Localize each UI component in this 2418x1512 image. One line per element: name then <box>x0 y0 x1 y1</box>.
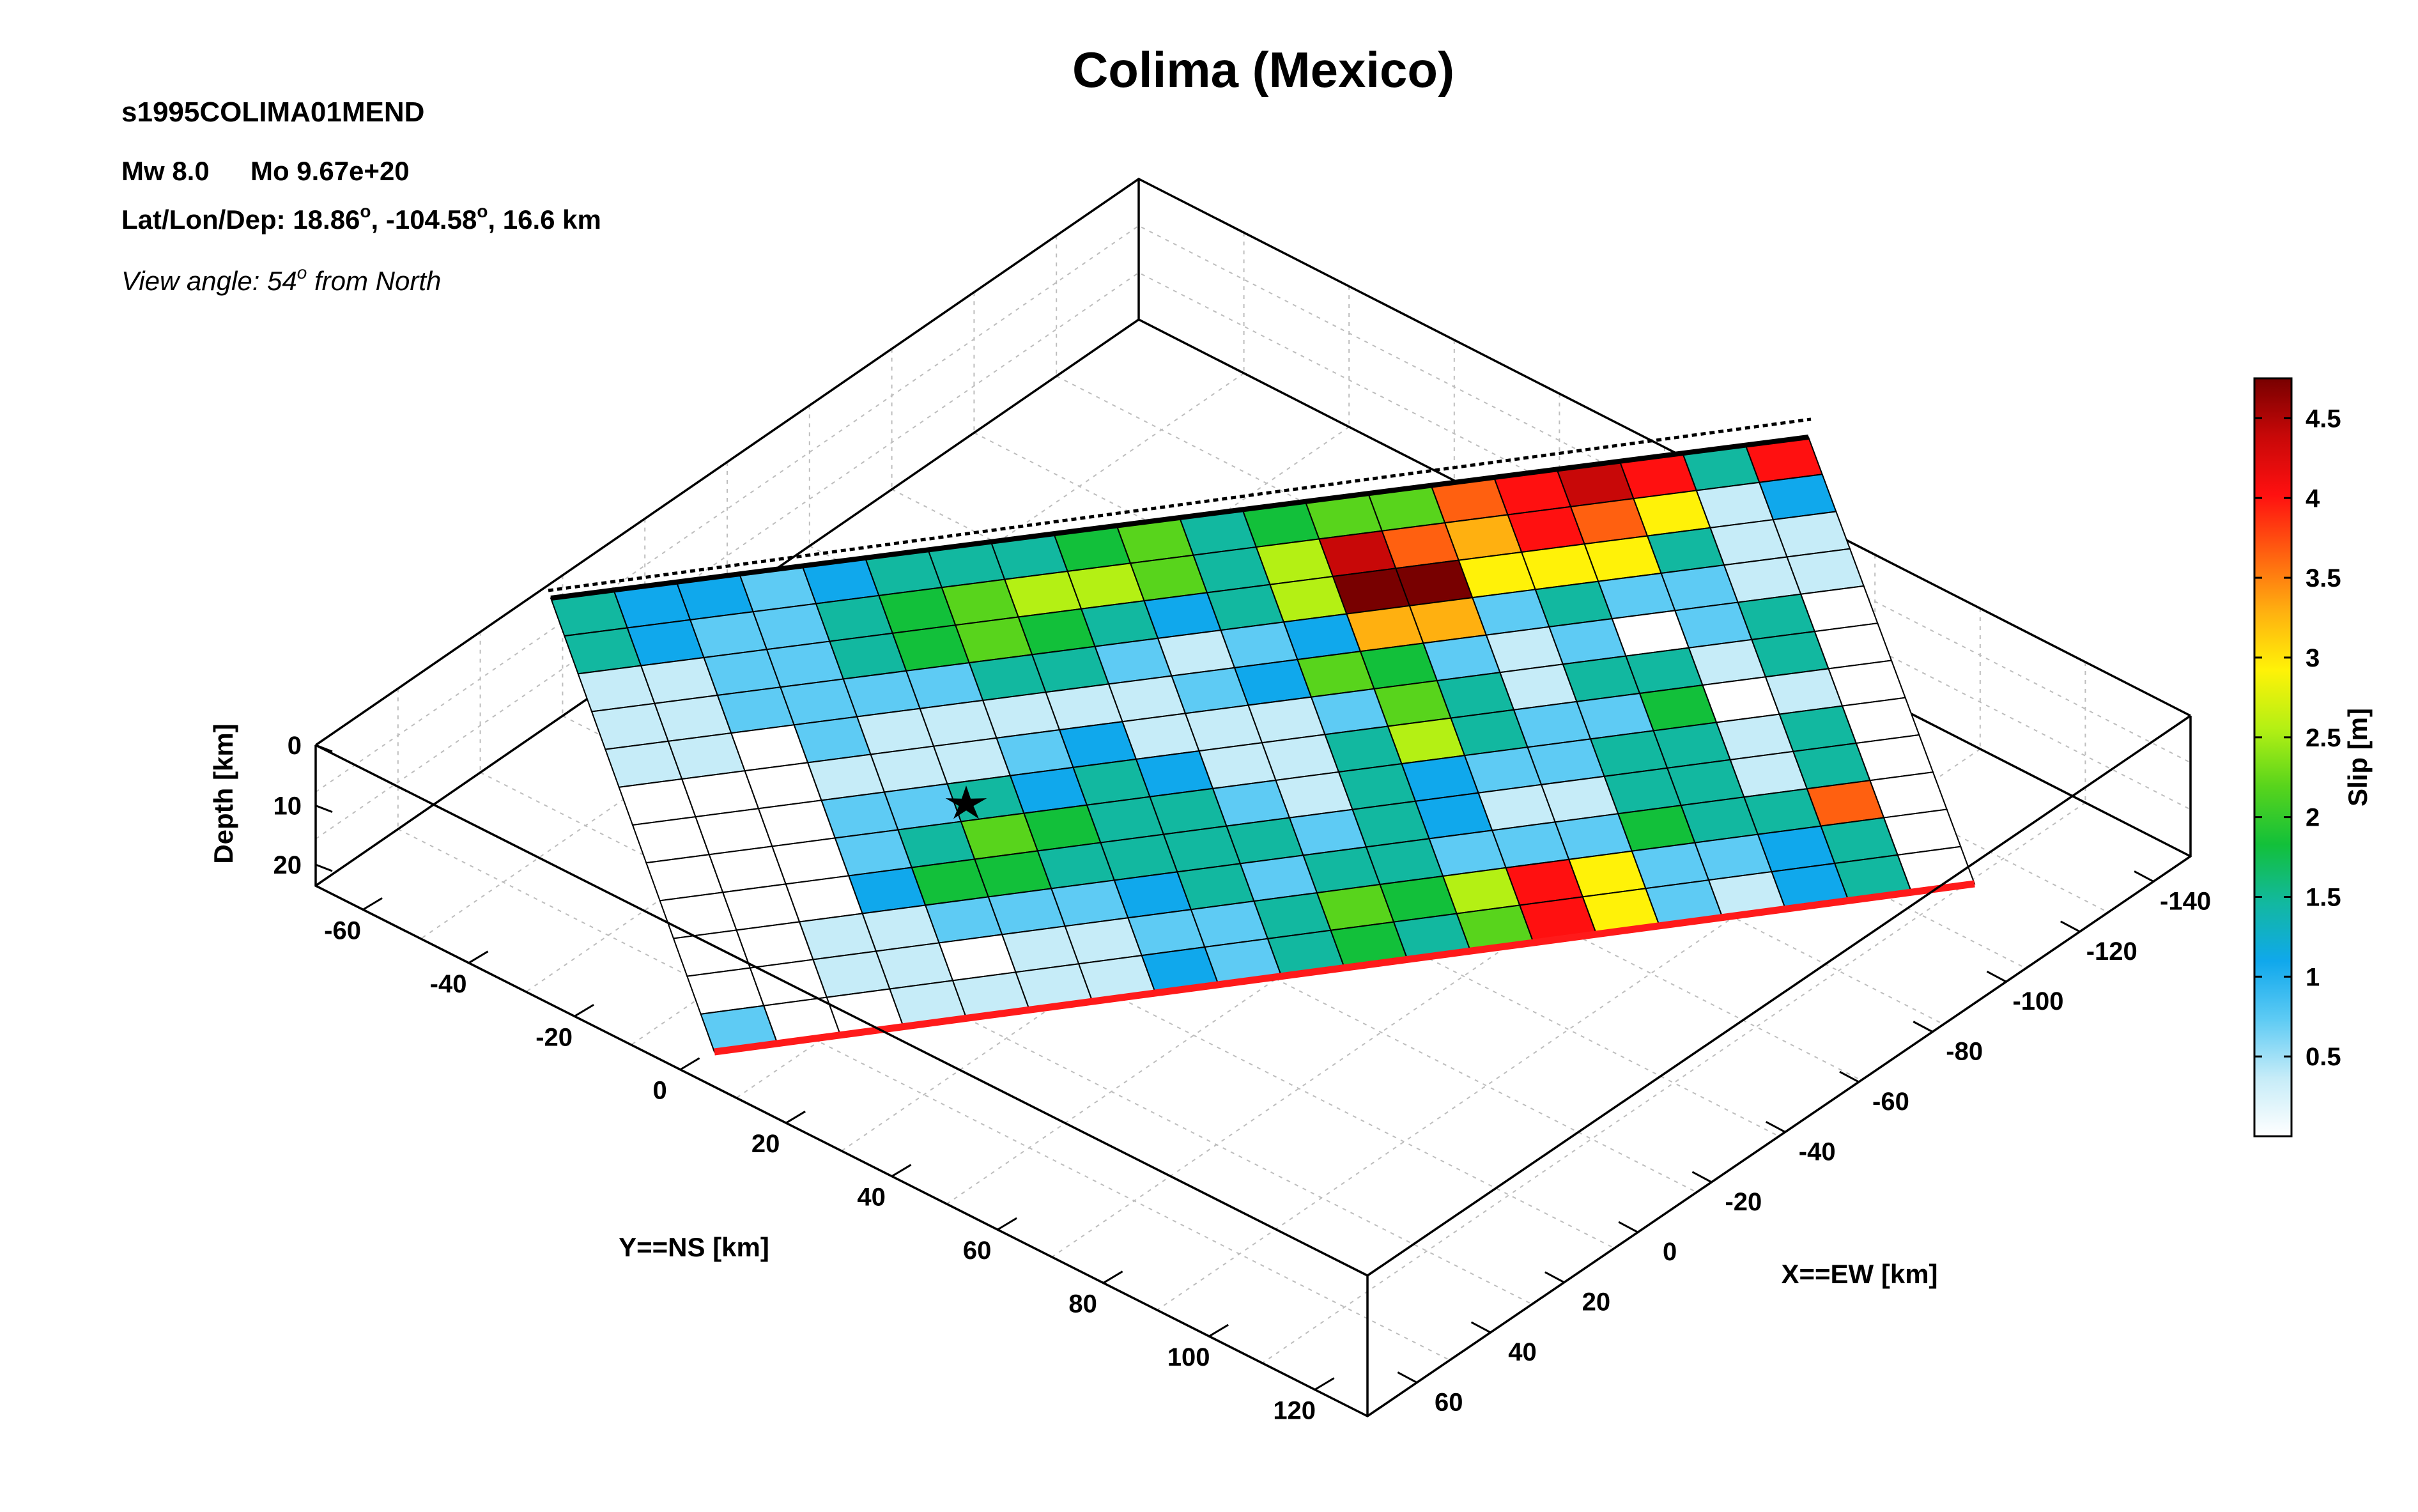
colorbar-tick-label: 3 <box>2306 644 2320 672</box>
z-tick-label: 10 <box>273 792 302 821</box>
x-tick-mark <box>1913 1021 1933 1033</box>
fault-edges <box>548 417 1975 1056</box>
x-tick-label: 0 <box>1663 1238 1677 1266</box>
y-tick-label: -40 <box>430 970 467 998</box>
axes-box-front <box>314 714 2192 1418</box>
y-tick-mark <box>785 1110 806 1124</box>
y-tick-mark <box>891 1164 912 1177</box>
hypocenter-star-icon <box>945 785 987 819</box>
y-tick-label: 40 <box>857 1184 886 1212</box>
z-tick-label: 20 <box>273 851 302 879</box>
x-tick-label: -80 <box>1946 1038 1983 1066</box>
x-tick-mark <box>1470 1321 1491 1334</box>
fault-bottom-edge <box>714 880 1975 1056</box>
colorbar-tick-label: 1.5 <box>2306 883 2341 911</box>
x-tick-label: -40 <box>1799 1138 1836 1166</box>
event-id: s1995COLIMA01MEND <box>121 96 424 128</box>
x-tick-mark <box>1618 1221 1638 1233</box>
location-label: Lat/Lon/Dep: 18.86o, -104.58o, 16.6 km <box>121 201 601 235</box>
y-tick-label: 80 <box>1068 1290 1097 1318</box>
y-tick-mark <box>574 1003 594 1017</box>
colorbar-ticks: 0.5 1 1.5 2 2.5 3 3.5 4 4.5 <box>2254 405 2341 1071</box>
y-axis-label: Y==NS [km] <box>619 1232 769 1262</box>
x-tick-label: -20 <box>1725 1188 1762 1216</box>
x-tick-label: 40 <box>1508 1338 1537 1366</box>
x-tick-mark <box>1839 1070 1860 1083</box>
x-tick-mark <box>1986 970 2007 983</box>
fault-top-edge <box>550 435 1809 601</box>
z-axis-label: Depth [km] <box>208 723 238 863</box>
x-tick-mark <box>2134 870 2154 883</box>
x-axis-ticks: 60 40 20 0 -20 -40 -60 -80 -100 -120 -140 <box>1397 870 2211 1416</box>
y-tick-mark <box>468 950 489 964</box>
colorbar-tick-label: 2.5 <box>2306 724 2341 752</box>
y-tick-label: -20 <box>535 1023 573 1051</box>
x-tick-mark <box>1691 1171 1713 1184</box>
x-tick-mark <box>1397 1371 1417 1384</box>
colorbar-tick-label: 1 <box>2306 963 2320 991</box>
y-tick-mark <box>1208 1323 1229 1338</box>
x-tick-mark <box>2060 920 2081 933</box>
colorbar-tick-label: 0.5 <box>2306 1043 2341 1071</box>
x-tick-label: -60 <box>1872 1088 1909 1116</box>
y-tick-mark <box>1102 1270 1123 1284</box>
x-tick-mark <box>1544 1271 1565 1283</box>
colorbar-tick-label: 4 <box>2306 484 2320 513</box>
z-tick-mark <box>315 744 333 753</box>
view-angle-label: View angle: 54o from North <box>121 263 441 296</box>
x-axis-label: X==EW [km] <box>1781 1259 1937 1289</box>
y-tick-label: 20 <box>751 1130 780 1158</box>
x-tick-label: -120 <box>2086 937 2137 966</box>
x-tick-label: -100 <box>2012 987 2063 1015</box>
y-tick-label: 100 <box>1167 1343 1210 1371</box>
x-tick-mark <box>1765 1121 1786 1133</box>
z-axis-ticks: 0 10 20 <box>273 732 333 879</box>
y-tick-mark <box>997 1217 1017 1231</box>
y-tick-mark <box>362 897 383 911</box>
slip-patches <box>550 436 1976 1053</box>
surface-trace <box>548 417 1812 592</box>
chart-title: Colima (Mexico) <box>1072 42 1454 98</box>
x-tick-label: -140 <box>2160 887 2211 915</box>
y-tick-mark <box>1314 1377 1335 1391</box>
colorbar-tick-label: 4.5 <box>2306 405 2341 433</box>
colorbar <box>2253 377 2293 1138</box>
y-tick-label: 120 <box>1273 1397 1316 1425</box>
x-tick-label: 20 <box>1582 1288 1611 1316</box>
y-tick-label: -60 <box>324 916 361 945</box>
y-tick-label: 0 <box>652 1077 666 1105</box>
z-tick-mark <box>315 805 333 813</box>
z-tick-mark <box>315 863 333 872</box>
y-tick-mark <box>679 1057 700 1071</box>
colorbar-label: Slip [m] <box>2343 708 2373 806</box>
y-tick-label: 60 <box>963 1237 992 1265</box>
colorbar-tick-label: 3.5 <box>2306 564 2341 592</box>
colorbar-tick-label: 2 <box>2306 804 2320 832</box>
y-axis-ticks: -60 -40 -20 0 20 40 60 80 100 120 <box>324 897 1335 1425</box>
magnitude-label: Mw 8.0 <box>121 156 210 186</box>
moment-label: Mo 9.67e+20 <box>250 156 410 186</box>
z-tick-label: 0 <box>288 732 302 760</box>
x-tick-label: 60 <box>1435 1388 1463 1416</box>
